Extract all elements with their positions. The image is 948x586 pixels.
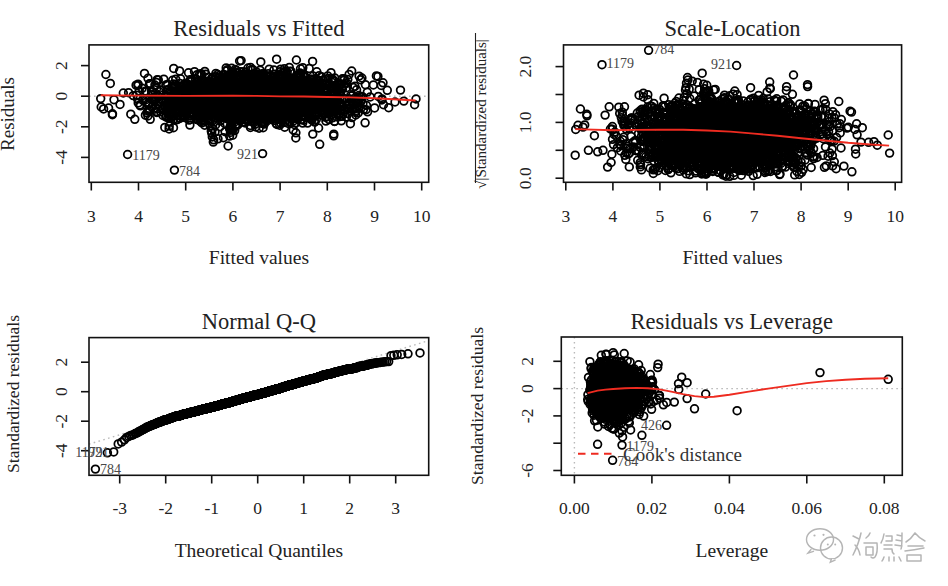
svg-text:0.04: 0.04 — [714, 498, 745, 518]
svg-text:0.02: 0.02 — [637, 498, 668, 518]
svg-text:784: 784 — [179, 164, 200, 179]
svg-text:0: 0 — [517, 384, 537, 393]
svg-text:2: 2 — [517, 357, 537, 366]
svg-text:Leverage: Leverage — [696, 540, 769, 561]
svg-text:2: 2 — [51, 358, 71, 367]
svg-text:426: 426 — [641, 418, 662, 433]
svg-text:0: 0 — [51, 92, 71, 101]
svg-text:9: 9 — [370, 206, 379, 226]
svg-text:0.06: 0.06 — [791, 498, 822, 518]
svg-text:7: 7 — [276, 206, 285, 226]
svg-text:921: 921 — [237, 147, 258, 162]
svg-text:Fitted values: Fitted values — [682, 247, 782, 268]
svg-text:0: 0 — [253, 498, 262, 518]
svg-text:Theoretical Quantiles: Theoretical Quantiles — [175, 540, 343, 561]
svg-text:3: 3 — [391, 498, 400, 518]
svg-text:784: 784 — [653, 42, 674, 57]
svg-text:Fitted values: Fitted values — [209, 247, 309, 268]
svg-text:1.0: 1.0 — [515, 111, 535, 133]
svg-text:784: 784 — [100, 462, 121, 477]
svg-text:0.0: 0.0 — [515, 167, 535, 189]
svg-text:-4: -4 — [51, 150, 71, 165]
svg-text:Residuals: Residuals — [0, 77, 18, 151]
svg-text:2: 2 — [345, 498, 354, 518]
svg-text:1: 1 — [299, 498, 308, 518]
svg-text:5: 5 — [656, 206, 665, 226]
svg-text:8: 8 — [797, 206, 806, 226]
svg-text:10: 10 — [886, 206, 904, 226]
svg-text:10: 10 — [413, 206, 431, 226]
svg-text:Standardized residuals: Standardized residuals — [467, 327, 487, 485]
svg-text:7: 7 — [750, 206, 759, 226]
svg-text:0.08: 0.08 — [869, 498, 900, 518]
svg-text:-2: -2 — [517, 409, 537, 424]
svg-text:-1: -1 — [204, 498, 219, 518]
svg-text:8: 8 — [323, 206, 332, 226]
svg-text:Standardized residuals: Standardized residuals — [3, 315, 23, 473]
svg-text:0: 0 — [51, 387, 71, 396]
svg-text:Normal Q-Q: Normal Q-Q — [202, 309, 316, 334]
svg-text:-2: -2 — [158, 498, 173, 518]
svg-text:6: 6 — [229, 206, 238, 226]
svg-text:Scale-Location: Scale-Location — [664, 16, 800, 41]
svg-text:3: 3 — [561, 206, 570, 226]
svg-text:-2: -2 — [51, 414, 71, 429]
svg-text:-2: -2 — [51, 120, 71, 135]
svg-text:-4: -4 — [51, 443, 71, 458]
svg-text:1179: 1179 — [132, 148, 159, 163]
svg-text:4: 4 — [134, 206, 143, 226]
svg-text:2.0: 2.0 — [515, 55, 535, 77]
svg-text:-3: -3 — [112, 498, 127, 518]
svg-text:Residuals vs Fitted: Residuals vs Fitted — [173, 16, 344, 41]
svg-text:Residuals vs Leverage: Residuals vs Leverage — [631, 309, 833, 334]
svg-text:2: 2 — [51, 61, 71, 70]
svg-text:6: 6 — [703, 206, 712, 226]
svg-text:9: 9 — [844, 206, 853, 226]
svg-text:921: 921 — [88, 445, 109, 460]
svg-text:Cook's distance: Cook's distance — [623, 444, 742, 465]
svg-text:3: 3 — [87, 206, 96, 226]
svg-text:1179: 1179 — [607, 56, 634, 71]
svg-text:0.00: 0.00 — [559, 498, 590, 518]
svg-text:921: 921 — [711, 57, 732, 72]
svg-text:5: 5 — [181, 206, 190, 226]
svg-text:-6: -6 — [517, 463, 537, 478]
svg-text:4: 4 — [609, 206, 618, 226]
